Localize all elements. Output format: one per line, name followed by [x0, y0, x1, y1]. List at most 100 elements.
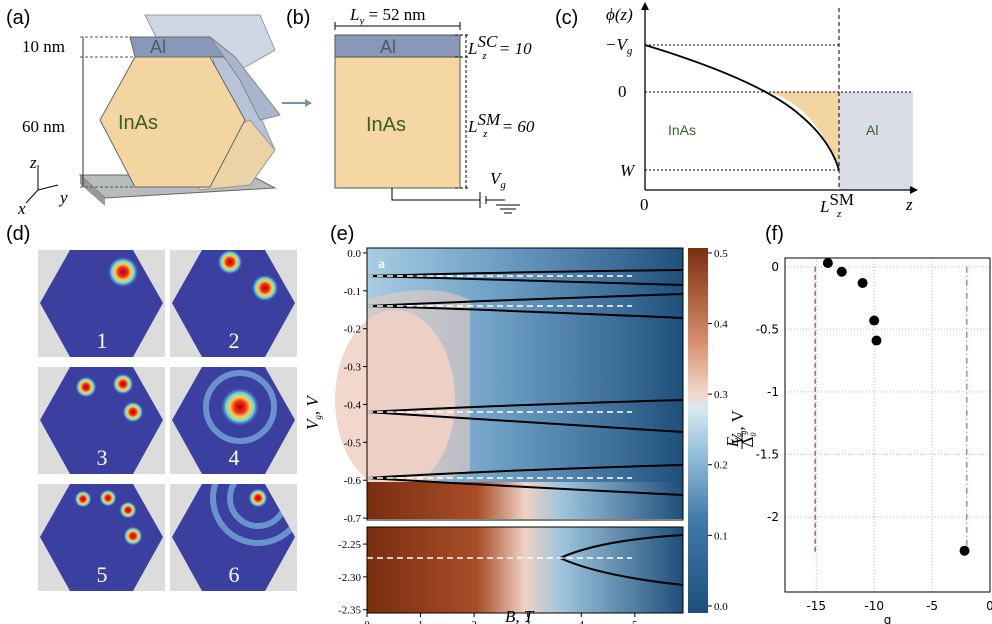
- dimension: 60 nm: [22, 117, 65, 136]
- x-tick-label: 1: [418, 619, 424, 624]
- mode-map: 5: [38, 484, 165, 591]
- text: = 52 nm: [364, 5, 425, 24]
- material: Al: [150, 37, 166, 57]
- dimension: 10 nm: [22, 37, 65, 56]
- y-tick-label: -0.7: [344, 513, 362, 525]
- mode-lobe: [75, 376, 97, 398]
- colorbar-tick-label: 0.0: [714, 601, 728, 613]
- superscript: SM: [829, 190, 854, 209]
- mode-lobe: [74, 490, 92, 508]
- panel-d: (d) 1 2 3 4 5 6: [6, 223, 303, 591]
- symbol: B: [505, 607, 516, 624]
- colorbar-tick-label: 0.5: [714, 248, 728, 260]
- plot-frame: [785, 258, 990, 592]
- y-tick-label: -0.5: [756, 322, 779, 336]
- colorbar-tick-label: 0.4: [714, 319, 728, 331]
- y-tick-label: 0: [771, 260, 779, 274]
- panel-label: (d): [6, 223, 30, 245]
- sign: −: [605, 35, 616, 54]
- subscript: z: [482, 128, 488, 140]
- mode-lobe: [251, 274, 279, 302]
- mode-map: 2: [170, 249, 297, 357]
- mode-lobe: [220, 387, 260, 427]
- material: Al: [380, 37, 396, 57]
- region-label: InAs: [668, 122, 696, 138]
- panel-e: (e) a Vg, V B, T Eg Δ0 0.0-0.1-0.2-0.3-0…: [303, 223, 758, 624]
- colorbar-tick-label: 0.3: [714, 389, 728, 401]
- colorbar-tick-label: 0.2: [714, 460, 728, 472]
- figure: (a) 10 nm 60 nm Al InAs z y x (b) Ly = 5…: [0, 0, 992, 624]
- symbol: ϕ: [606, 5, 615, 24]
- axis-label: y: [58, 188, 68, 207]
- symbol: L: [467, 117, 477, 136]
- tick-label: −Vg: [605, 35, 633, 57]
- y-tick-label: -1: [767, 385, 779, 399]
- mode-map: 3: [38, 367, 165, 474]
- y-tick-label: -0.6: [344, 475, 362, 487]
- mode-number: 6: [229, 562, 240, 587]
- point: [837, 267, 847, 277]
- axis-label: ϕ(z): [606, 5, 633, 24]
- subscript: g: [627, 45, 633, 57]
- axis-label: x: [17, 199, 26, 218]
- x-tick-label: 0: [364, 619, 370, 624]
- dimension: LSMz = 60: [467, 110, 535, 140]
- text: = 10: [495, 39, 532, 58]
- y-tick-label: -2.35: [338, 605, 361, 617]
- mode-lobe: [119, 501, 137, 519]
- x-tick-label: -10: [864, 599, 884, 613]
- panel-label: (f): [765, 223, 784, 245]
- y-tick-label: -2: [767, 510, 779, 524]
- subscript: g: [500, 179, 506, 191]
- y-axis-label: Vg, V: [728, 409, 748, 445]
- x-tick-label: 3: [525, 619, 531, 624]
- text: , V: [728, 409, 747, 430]
- mode-lobe: [107, 256, 139, 288]
- subscript: 0: [749, 433, 758, 437]
- x-tick-label: -5: [926, 599, 938, 613]
- tick-label: 0: [618, 82, 627, 101]
- material: InAs: [118, 112, 158, 134]
- point: [858, 278, 868, 288]
- panel-label: (a): [6, 7, 30, 29]
- mode-lobe: [123, 526, 143, 546]
- text: , V: [303, 394, 322, 416]
- axis-label: z: [29, 153, 37, 172]
- mode-lobe: [217, 249, 243, 275]
- material: InAs: [366, 114, 406, 136]
- axis-label: z: [905, 195, 913, 214]
- symbol: L: [819, 197, 829, 216]
- panel-label: (c): [555, 7, 578, 29]
- panel-a: (a) 10 nm 60 nm Al InAs z y x: [6, 7, 312, 218]
- panel-label: (e): [330, 223, 354, 245]
- x-tick-label: 5: [632, 619, 638, 624]
- y-tick-label: -0.3: [344, 362, 362, 374]
- point: [871, 336, 881, 346]
- text: (z): [615, 5, 633, 24]
- mode-lobe: [248, 488, 268, 508]
- inset-label: a: [378, 257, 385, 272]
- subscript: z: [836, 208, 842, 220]
- mode-lobe: [122, 401, 144, 423]
- y-tick-label: -0.4: [344, 399, 362, 411]
- x-tick-label: 2: [471, 619, 477, 624]
- x-tick-label: -15: [806, 599, 826, 613]
- mode-lobe: [99, 489, 117, 507]
- x-axis-label: g: [884, 613, 892, 624]
- y-tick-label: -2.25: [338, 539, 361, 551]
- symbol: L: [349, 5, 359, 24]
- colorbar-tick-label: 0.1: [714, 530, 728, 542]
- y-tick-label: -0.2: [344, 324, 361, 336]
- mode-number: 1: [97, 328, 108, 353]
- text: = 60: [497, 117, 534, 136]
- symbol: L: [467, 39, 477, 58]
- panel-c: (c) ϕ(z) −Vg 0 W 0 LSMz z InAs Al: [555, 2, 918, 220]
- mode-number: 4: [229, 445, 240, 470]
- mode-number: 2: [229, 328, 240, 353]
- point: [869, 316, 879, 326]
- point: [960, 546, 970, 556]
